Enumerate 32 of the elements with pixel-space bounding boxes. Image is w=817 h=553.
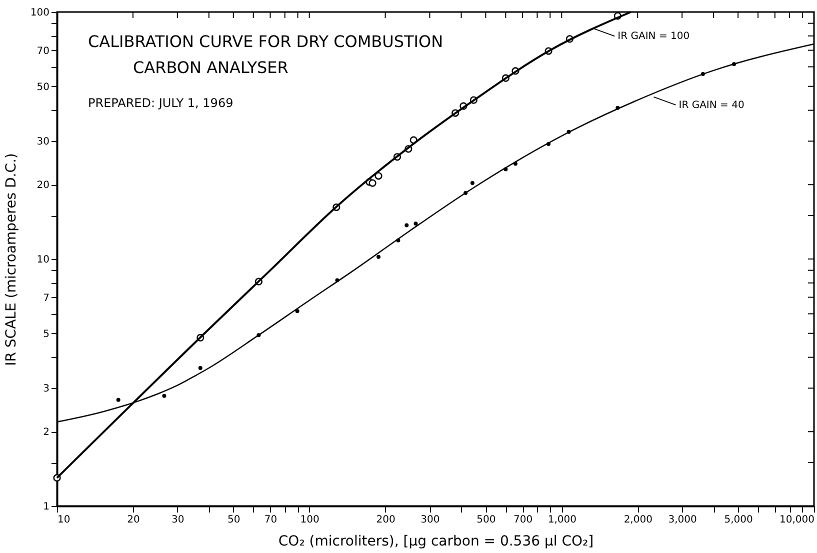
y-tick-label: 5	[43, 328, 50, 340]
y-tick-label: 50	[36, 82, 50, 93]
x-tick-label: 300	[420, 514, 440, 526]
y-tick-label: 2	[43, 427, 50, 438]
y-tick-label: 7	[43, 292, 50, 304]
y-tick-label: 30	[36, 136, 50, 148]
x-tick-label: 700	[514, 514, 533, 526]
annotation: IR GAIN = 100	[618, 31, 690, 42]
y-tick-label: 70	[36, 46, 50, 57]
y-tick-label: 10	[36, 254, 50, 266]
x-tick-label: 200	[376, 514, 396, 526]
x-tick-label: 100	[300, 514, 320, 526]
x-tick-label: 3,000	[668, 514, 697, 526]
x-tick-label: 70	[264, 514, 278, 526]
x-tick-label: 2,000	[624, 514, 652, 526]
x-axis-title: CO₂ (microliters), [µg carbon = 0.536 µl CO₂]	[278, 534, 594, 550]
x-tick-label: 50	[228, 514, 240, 526]
x-tick-label: 500	[476, 514, 496, 526]
y-axis-title: IR SCALE (microamperes D.C.)	[3, 153, 20, 366]
text: CALIBRATION CURVE FOR DRY COMBUSTION CARBON ANALYSER	[88, 32, 444, 77]
y-tick-label: 3	[43, 384, 50, 395]
x-tick-label: 10,000	[780, 514, 814, 526]
text: PREPARED: JULY 1, 1969	[88, 96, 234, 110]
y-tick-label: 100	[30, 8, 50, 18]
x-tick-label: 30	[172, 514, 184, 526]
y-tick-label: 1	[43, 502, 50, 512]
x-tick-label: 10	[58, 514, 70, 526]
x-tick-label: 1,000	[548, 514, 576, 526]
x-tick-label: 20	[127, 514, 140, 526]
x-tick-label: 5,000	[724, 514, 753, 526]
annotation: IR GAIN = 40	[678, 100, 744, 111]
y-tick-label: 20	[36, 180, 50, 192]
